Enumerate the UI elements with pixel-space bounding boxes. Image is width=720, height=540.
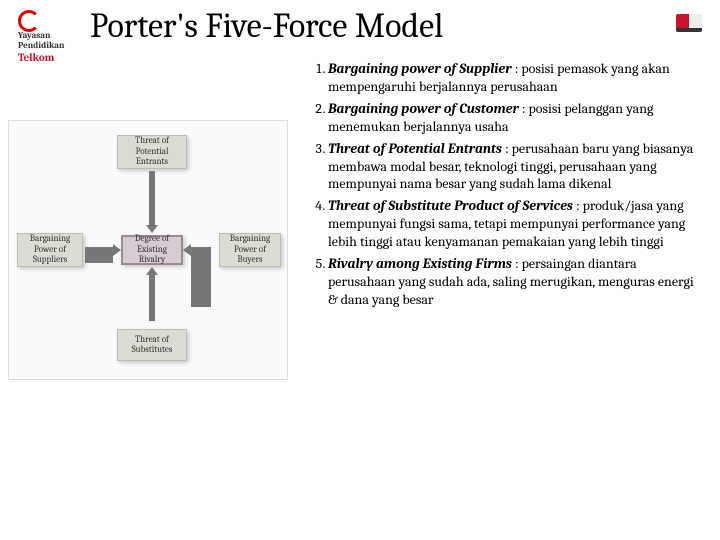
list-item: Threat of Potential Entrants : perusahaa… <box>328 140 704 194</box>
node-center: Degree of Existing Rivalry <box>121 235 183 265</box>
list-item: Rivalry among Existing Firms : persainga… <box>328 255 704 309</box>
diagram-column: Threat of Potential Entrants Bargaining … <box>0 60 300 540</box>
force-term: Bargaining power of Customer <box>328 100 519 117</box>
arrow-right-center <box>191 247 211 307</box>
list-item: Threat of Substitute Product of Services… <box>328 197 704 251</box>
definitions-column: Bargaining power of Supplier : posisi pe… <box>300 60 720 540</box>
force-term: Bargaining power of Supplier <box>328 60 512 77</box>
logo-left: Yayasan Pendidikan Telkom <box>18 10 64 64</box>
five-forces-diagram: Threat of Potential Entrants Bargaining … <box>8 120 288 380</box>
force-term: Rivalry among Existing Firms <box>328 255 512 272</box>
force-term: Threat of Potential Entrants <box>328 140 502 157</box>
swirl-icon <box>18 10 40 32</box>
arrow-bottom-center <box>149 275 155 321</box>
list-item: Bargaining power of Supplier : posisi pe… <box>328 60 704 96</box>
arrow-top-center <box>149 171 155 225</box>
node-bottom: Threat of Substitutes <box>117 329 187 361</box>
list-item: Bargaining power of Customer : posisi pe… <box>328 100 704 136</box>
book-icon <box>676 14 702 34</box>
node-right: Bargaining Power of Buyers <box>219 233 281 267</box>
node-top: Threat of Potential Entrants <box>117 135 187 169</box>
node-left: Bargaining Power of Suppliers <box>17 233 83 267</box>
force-term: Threat of Substitute Product of Services <box>328 197 573 214</box>
forces-list: Bargaining power of Supplier : posisi pe… <box>308 60 704 309</box>
logo-right <box>676 14 702 34</box>
arrow-left-center <box>85 247 113 263</box>
page-title: Porter's Five-Force Model <box>90 6 443 46</box>
content: Threat of Potential Entrants Bargaining … <box>0 60 720 540</box>
